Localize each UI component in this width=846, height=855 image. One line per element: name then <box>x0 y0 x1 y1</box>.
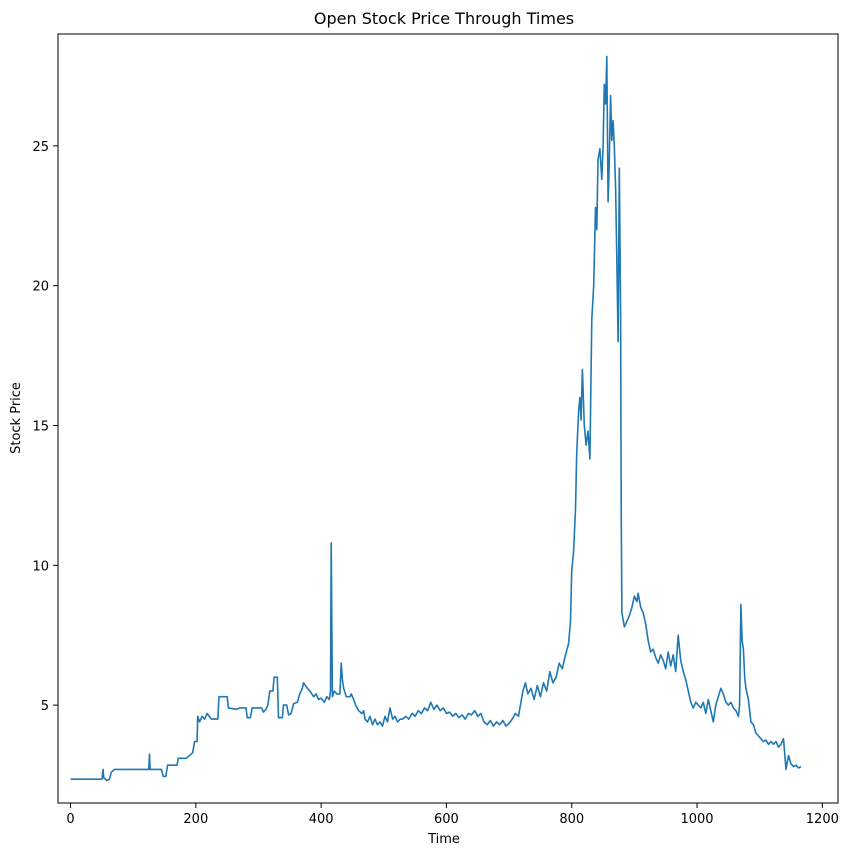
x-tick-label: 600 <box>434 812 459 827</box>
x-tick-label: 1000 <box>680 812 713 827</box>
y-tick-label: 5 <box>41 699 49 714</box>
plot-background <box>58 34 838 803</box>
plot-area <box>70 55 802 782</box>
x-axis-label: Time <box>427 832 460 847</box>
y-tick-label: 20 <box>32 280 49 295</box>
y-axis-label: Stock Price <box>9 382 24 454</box>
y-tick-label: 15 <box>32 419 49 434</box>
x-tick-label: 0 <box>66 812 74 827</box>
x-tick-label: 400 <box>309 812 334 827</box>
plot-frame <box>57 33 839 804</box>
x-tick-label: 200 <box>183 812 208 827</box>
y-tick-label: 10 <box>32 559 49 574</box>
y-tick-label: 25 <box>32 140 49 155</box>
chart-title: Open Stock Price Through Times <box>314 9 574 28</box>
series-line-0 <box>70 55 802 782</box>
x-tick-label: 800 <box>559 812 584 827</box>
x-tick-label: 1200 <box>806 812 839 827</box>
y-axis: 5 10 15 20 25 <box>32 140 58 714</box>
x-axis: 0 200 400 600 800 1000 1200 <box>66 803 839 827</box>
